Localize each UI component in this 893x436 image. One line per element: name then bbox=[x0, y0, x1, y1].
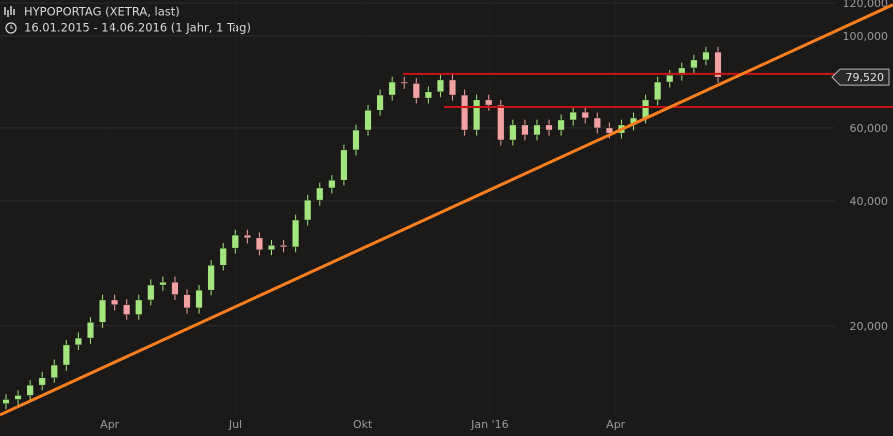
candle-body bbox=[376, 94, 384, 111]
candle-body bbox=[111, 299, 119, 305]
candle-body bbox=[147, 284, 155, 301]
candle-body bbox=[207, 265, 215, 291]
candle-body bbox=[243, 234, 251, 239]
candle-body bbox=[219, 247, 227, 266]
candle-body bbox=[473, 99, 481, 131]
chart-icon bbox=[4, 6, 15, 17]
candle-body bbox=[135, 299, 143, 315]
candle-body bbox=[62, 344, 70, 366]
candle-body bbox=[400, 81, 408, 84]
candle-body bbox=[557, 119, 565, 131]
clock-hands bbox=[10, 25, 13, 29]
chart-subtitle: 16.01.2015 - 14.06.2016 (1 Jahr, 1 Tag) bbox=[24, 21, 251, 35]
candle-body bbox=[340, 149, 348, 181]
x-tick-label: Apr bbox=[606, 418, 626, 431]
candle-body bbox=[183, 294, 191, 309]
y-tick-label: 20,000 bbox=[850, 320, 889, 333]
candle-body bbox=[485, 99, 493, 106]
candle-body bbox=[159, 281, 167, 286]
y-tick-label: 60,000 bbox=[850, 122, 889, 135]
candle-body bbox=[74, 337, 82, 346]
candle-body bbox=[86, 322, 94, 339]
candle-body bbox=[678, 67, 686, 76]
candle-body bbox=[50, 364, 58, 378]
candle-body bbox=[123, 304, 131, 315]
candle-body bbox=[642, 99, 650, 119]
candle-body bbox=[231, 234, 239, 249]
clock-icon bbox=[5, 22, 17, 34]
candle-body bbox=[388, 81, 396, 96]
candle-body bbox=[448, 79, 457, 96]
candle-body bbox=[292, 219, 300, 248]
candle-body bbox=[364, 109, 372, 131]
grid bbox=[0, 2, 835, 327]
candle-body bbox=[352, 129, 360, 151]
x-tick-label: Jan '16 bbox=[470, 418, 508, 431]
candle-body bbox=[14, 395, 22, 400]
candle-body bbox=[666, 74, 674, 83]
candle-body bbox=[581, 111, 589, 119]
candle-body bbox=[412, 83, 420, 99]
candle-body bbox=[605, 127, 613, 134]
y-tick-label: 40,000 bbox=[850, 195, 889, 208]
candle-body bbox=[328, 179, 336, 189]
x-tick-label: Apr bbox=[100, 418, 120, 431]
y-tick-label: 100,000 bbox=[843, 30, 889, 43]
candle-body bbox=[195, 289, 203, 309]
header: HYPOPORTAG (XETRA, last) 16.01.2015 - 14… bbox=[4, 5, 251, 35]
candle-body bbox=[509, 124, 517, 141]
candle-body bbox=[304, 199, 312, 221]
candle-body bbox=[690, 59, 698, 69]
last-price-tag bbox=[831, 68, 890, 86]
trend-line bbox=[0, 3, 893, 417]
candles bbox=[2, 46, 722, 410]
x-tick-label: Jul bbox=[228, 418, 242, 431]
candle-body bbox=[436, 79, 444, 93]
candle-body bbox=[99, 299, 107, 323]
candle-body bbox=[2, 399, 10, 404]
candle-body bbox=[545, 124, 553, 131]
chart-title: HYPOPORTAG (XETRA, last) bbox=[24, 5, 180, 19]
candle-body bbox=[171, 281, 179, 295]
last-price-label: 79,520 bbox=[846, 71, 885, 84]
candle-body bbox=[461, 94, 469, 131]
x-tick-label: Okt bbox=[353, 418, 373, 431]
candle-body bbox=[38, 377, 46, 386]
candle-body bbox=[316, 187, 324, 201]
y-tick-label: 120,000 bbox=[843, 0, 889, 10]
candle-body bbox=[654, 81, 662, 101]
candle-body bbox=[702, 51, 710, 61]
candle-body bbox=[497, 104, 505, 141]
candle-body bbox=[521, 124, 529, 136]
candle-body bbox=[267, 245, 276, 251]
candle-body bbox=[424, 91, 432, 99]
candle-body bbox=[569, 111, 577, 121]
candle-body bbox=[533, 124, 541, 136]
candle-body bbox=[714, 51, 722, 78]
candle-body bbox=[255, 237, 263, 251]
candle-body bbox=[26, 384, 34, 396]
candle-body bbox=[280, 245, 288, 248]
candle-body bbox=[593, 117, 601, 129]
